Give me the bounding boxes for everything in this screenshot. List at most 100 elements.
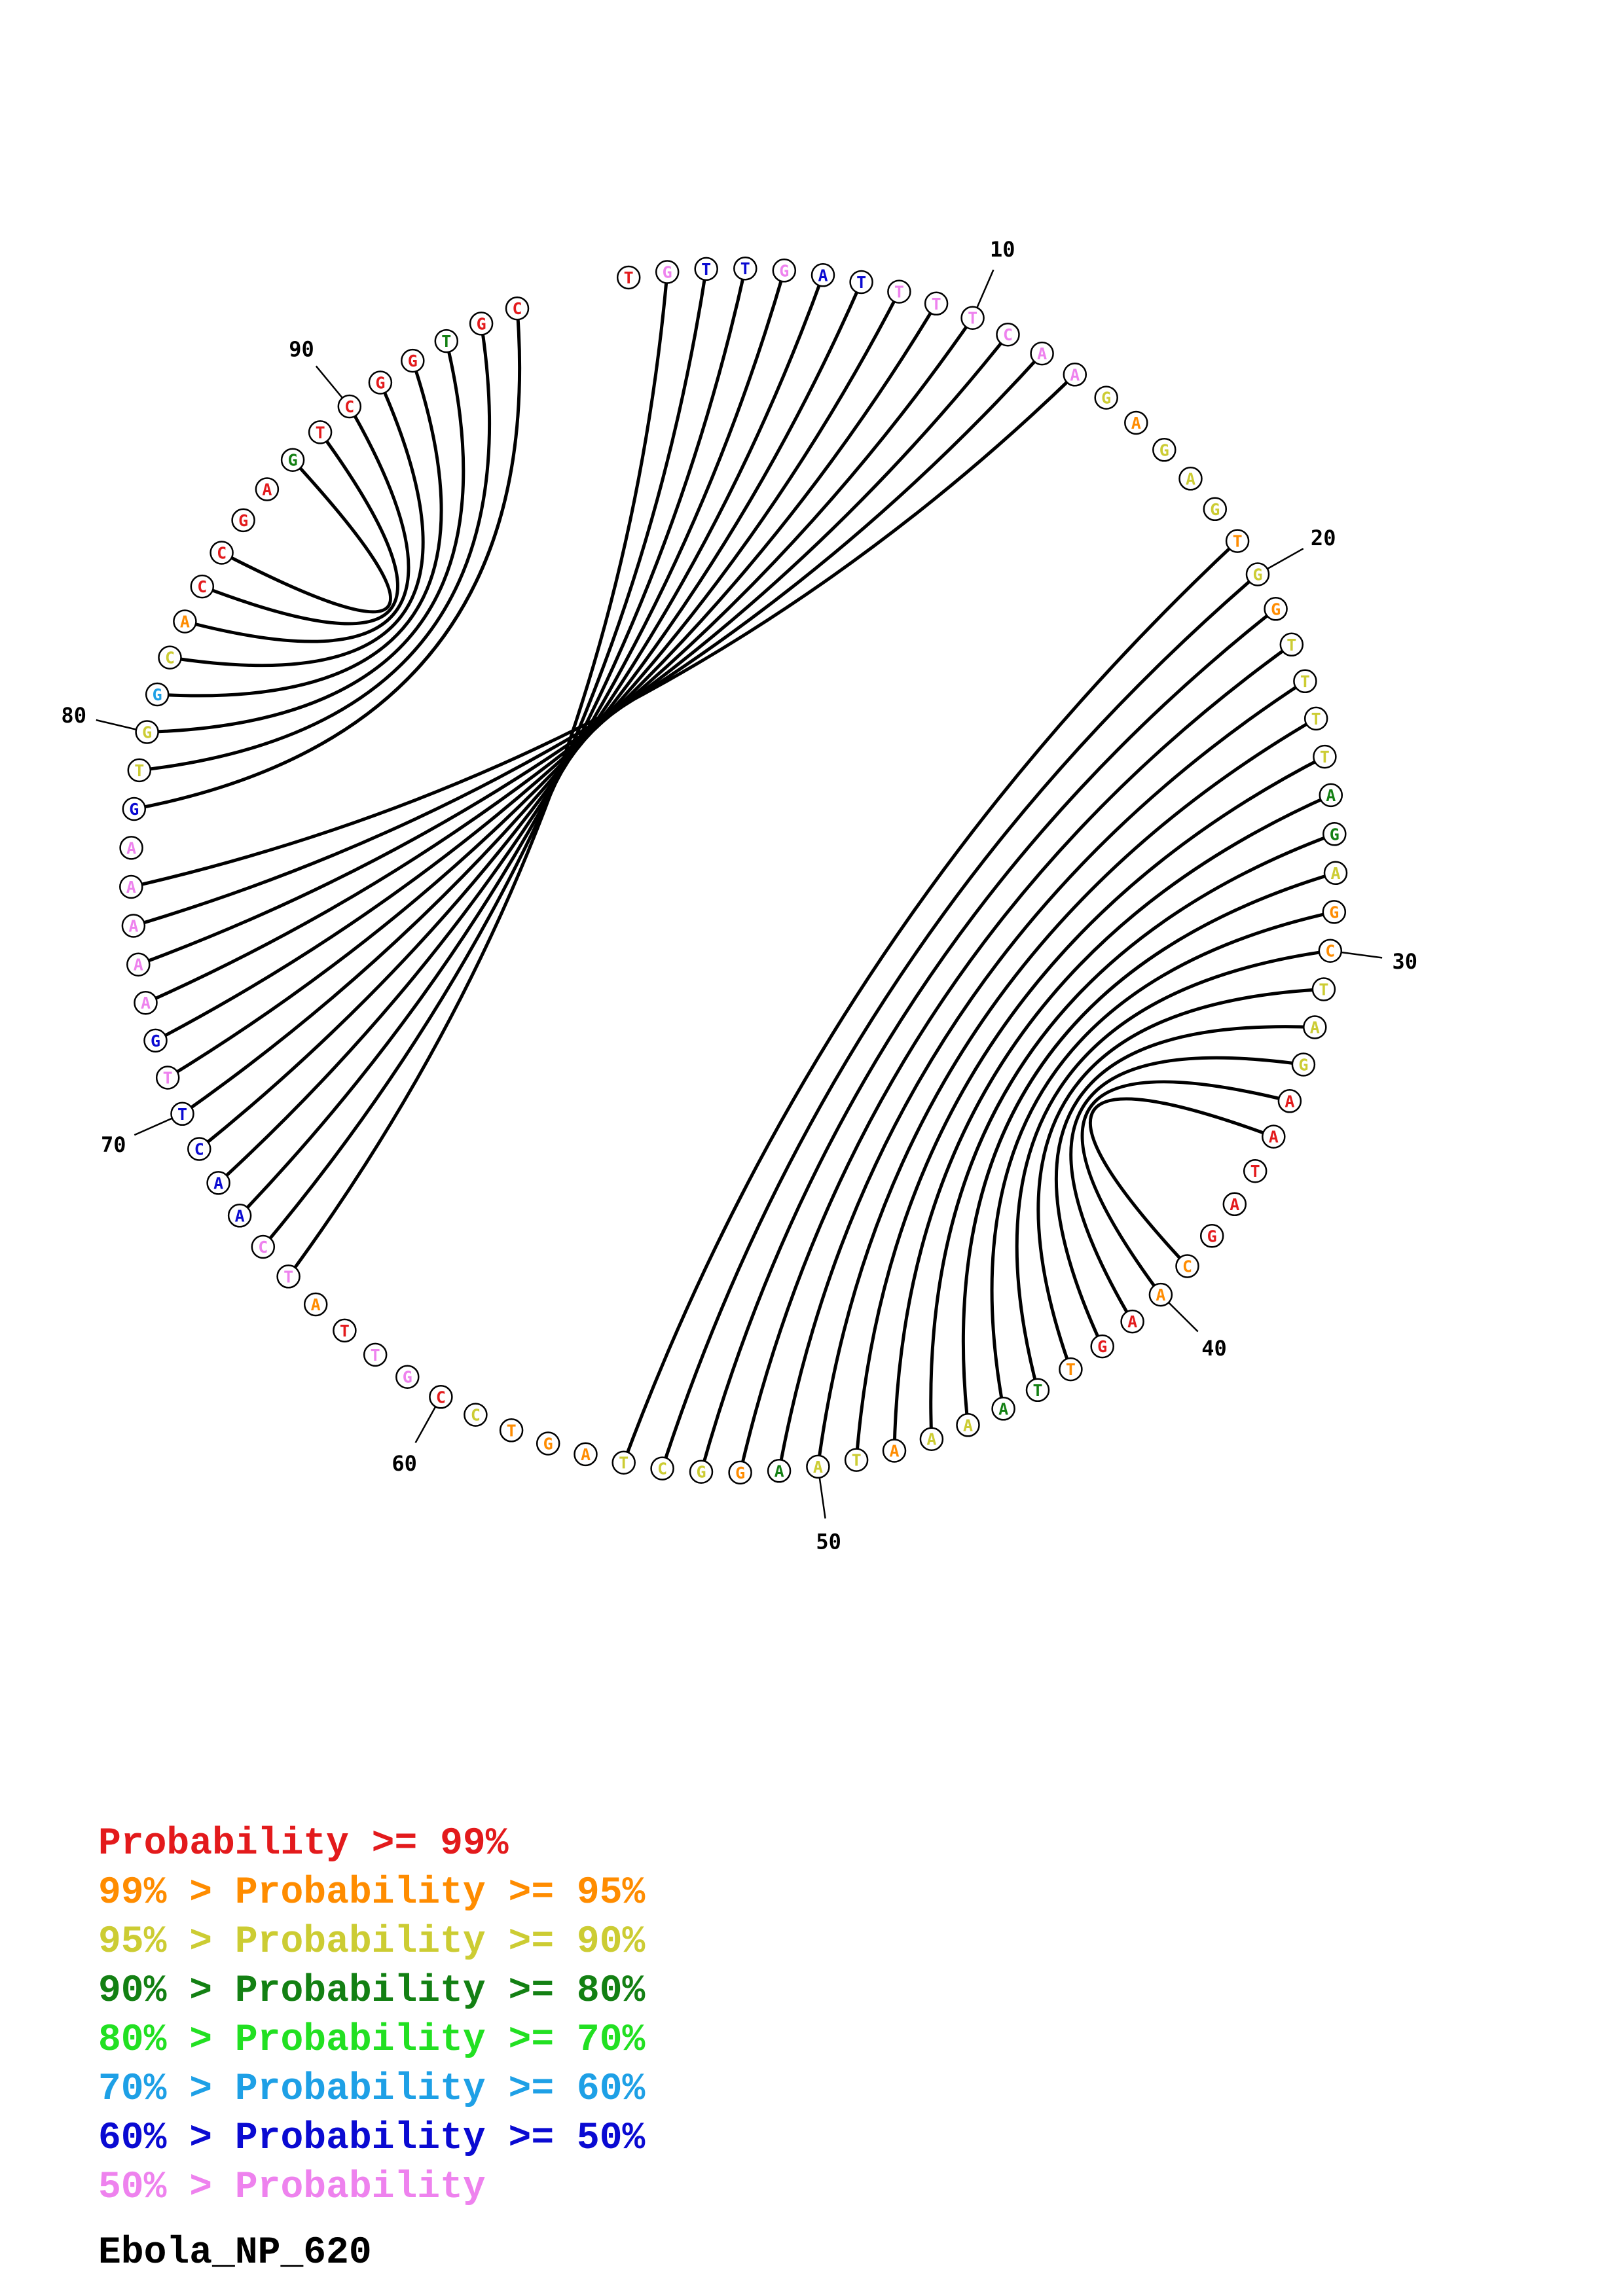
base-node: T [127,758,152,783]
base-circle [1063,363,1087,387]
base-letter: C [197,577,207,596]
base-letter: G [142,723,152,742]
base-letter: T [441,332,451,351]
base-letter: A [213,1174,223,1193]
base-node: A [574,1442,598,1467]
base-circle [429,1385,453,1409]
base-letter: G [153,685,162,704]
base-circle [395,1365,420,1389]
base-letter: T [932,295,941,314]
base-circle [210,541,234,565]
base-node: G [1245,562,1270,586]
base-letter: C [165,649,175,668]
base-node: T [733,256,757,281]
base-node: A [1222,1192,1247,1217]
base-letter: A [1156,1285,1165,1304]
base-letter: C [1182,1257,1192,1276]
base-pair-arc [990,910,1335,1409]
base-letter: A [581,1445,591,1464]
base-pair-arc [145,317,974,1005]
base-letter: A [963,1416,973,1435]
base-node: T [616,265,641,290]
base-node: A [806,1454,830,1479]
tick-line [1168,1302,1199,1333]
base-circle [1120,1309,1144,1334]
base-letter: G [408,351,418,370]
base-circle [694,257,718,281]
base-pair-arc [699,607,1277,1473]
base-letter: A [1127,1312,1137,1331]
legend-prefix: 99% > [98,1872,235,1914]
base-letter: A [126,838,136,857]
base-circle [772,259,797,283]
base-node: T [694,257,718,281]
base-letter: A [1269,1128,1279,1147]
base-pair-arc [854,755,1326,1460]
base-circle [1148,1282,1173,1307]
base-letter: T [371,1346,380,1365]
base-node: G [772,259,797,283]
base-pair-arc [622,539,1239,1463]
base-letter: T [316,423,325,442]
base-node: A [1030,341,1054,366]
tick-line [96,719,137,730]
base-letter: G [663,263,672,282]
base-letter: A [1037,344,1047,363]
base-node: A [173,609,197,634]
base-letter: G [151,1031,160,1050]
base-node: T [611,1450,636,1475]
legend-prefix: 70% > [98,2068,235,2111]
base-letter: T [968,309,977,328]
base-node: A [1323,861,1348,886]
base-node: T [1311,977,1336,1001]
base-circle [135,720,159,744]
base-node: C [1175,1254,1199,1278]
base-node: A [1277,1089,1302,1113]
base-node: G [280,448,305,472]
base-letter: T [1233,532,1243,551]
base-letter: G [1207,1227,1217,1246]
base-pair-arc [184,405,410,643]
base-node: C [337,394,362,419]
legend-entry: Probability >= 99% [98,1820,645,1869]
base-letter: G [779,261,789,280]
base-circle [574,1442,598,1467]
base-node: T [434,329,459,353]
base-circle [145,682,170,707]
base-node: C [996,322,1020,347]
tick-line [134,1117,173,1136]
base-letter: T [701,260,711,279]
base-node: C [464,1403,488,1427]
base-node: A [811,263,835,287]
base-pair-arc [1069,1056,1304,1323]
base-letter: A [775,1462,784,1480]
base-circle [505,296,530,321]
base-pair-arc [130,373,1076,889]
base-circle [1178,467,1203,491]
base-circle [1322,822,1347,846]
base-circle [1313,744,1337,769]
base-node: G [395,1365,420,1389]
legend-prefix: 90% > [98,1970,235,2013]
base-circle [1025,1378,1050,1403]
base-pair-arc [1036,988,1324,1370]
base-node: C [190,574,215,599]
base-pair-arc [198,274,825,1151]
base-letter: G [1210,500,1220,519]
base-node: A [991,1397,1015,1421]
base-circle [1304,706,1328,731]
base-circle [126,952,151,977]
base-node: T [1279,632,1304,657]
base-node: C [650,1456,674,1480]
base-letter: G [477,314,486,333]
base-letter: C [657,1460,667,1479]
base-node: T [1059,1357,1083,1382]
base-letter: G [238,511,248,530]
base-letter: A [1131,414,1141,433]
base-circle [996,322,1020,347]
base-circle [689,1460,714,1484]
legend-entry: 99% > Probability >= 95% [98,1869,645,1918]
base-letter: T [340,1321,350,1340]
base-circle [960,306,985,330]
